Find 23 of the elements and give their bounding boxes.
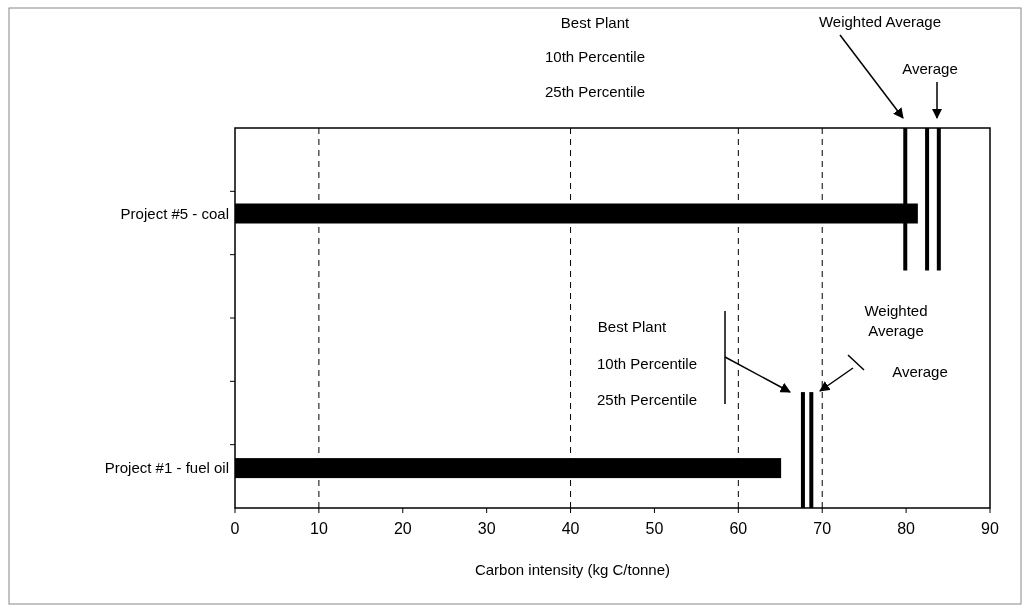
- x-tick-label: 10: [309, 520, 328, 537]
- annotation: Weighted Average: [864, 302, 928, 339]
- annotation: 10th Percentile: [596, 355, 698, 372]
- x-tick-label: 60: [729, 520, 748, 537]
- x-tick-label: 40: [561, 520, 580, 537]
- x-tick-label: 20: [393, 520, 412, 537]
- x-axis-title: Carbon intensity (kg C/tonne): [474, 561, 671, 578]
- text: Best Plant: [560, 14, 631, 31]
- annotation: Best Plant: [597, 318, 668, 335]
- y-tick-label: Project #5 - coal: [120, 204, 229, 222]
- x-tick-label: 50: [645, 520, 664, 537]
- x-tick-label: 90: [981, 520, 999, 537]
- x-tick-label: 0: [230, 520, 240, 537]
- y-tick-label: Project #1 - fuel oil: [104, 459, 229, 477]
- text: 10th Percentile: [544, 48, 646, 65]
- x-tick-label: 70: [813, 520, 832, 537]
- annotation: 25th Percentile: [596, 391, 698, 408]
- x-tick-label: 80: [897, 520, 916, 537]
- text: Average: [902, 60, 958, 77]
- text: 25th Percentile: [544, 83, 646, 100]
- text: Weighted Average: [818, 13, 942, 30]
- annotation: Average: [892, 363, 948, 380]
- x-tick-label: 30: [477, 520, 496, 537]
